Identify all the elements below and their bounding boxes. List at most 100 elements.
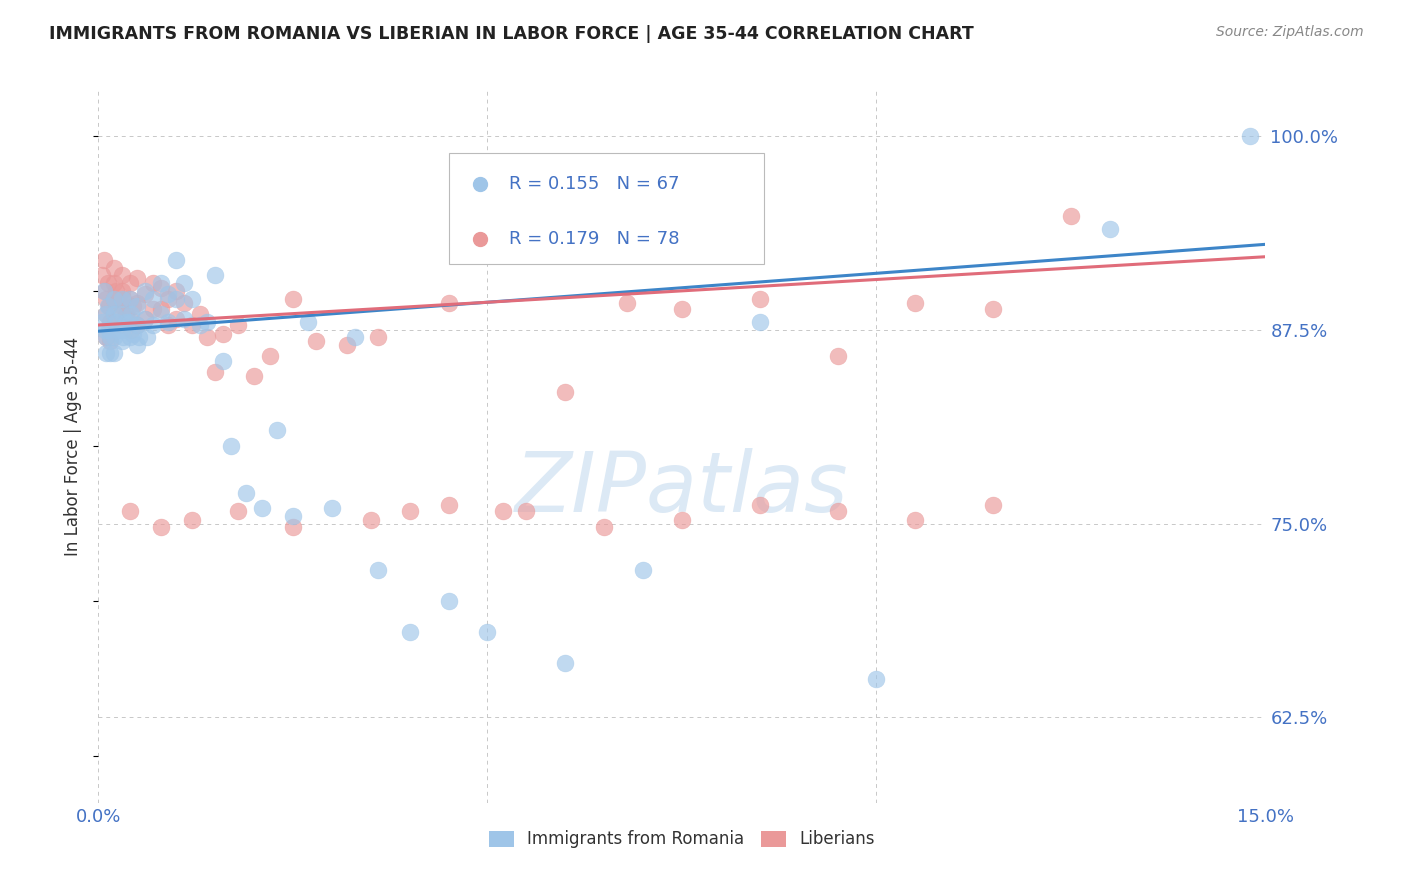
Point [134, 287, 156, 301]
Point [631, 563, 654, 577]
Point [107, 323, 129, 337]
Point [93, 252, 115, 267]
Point [94, 323, 117, 337]
Point [96, 307, 118, 321]
Point [142, 302, 165, 317]
Point [128, 330, 150, 344]
Point [228, 504, 250, 518]
Point [212, 327, 235, 342]
Point [122, 299, 145, 313]
Point [111, 284, 134, 298]
Point [259, 349, 281, 363]
Point [212, 353, 235, 368]
Point [165, 292, 187, 306]
Point [671, 513, 693, 527]
Point [281, 519, 304, 533]
Point [118, 311, 141, 326]
Point [1060, 210, 1083, 224]
Point [104, 315, 127, 329]
Point [180, 292, 202, 306]
Point [142, 276, 165, 290]
Point [111, 334, 134, 348]
Point [91, 268, 114, 283]
Point [492, 504, 515, 518]
Point [554, 656, 576, 670]
Point [94, 284, 117, 298]
Point [250, 501, 273, 516]
Point [149, 281, 172, 295]
Point [103, 292, 125, 306]
Point [188, 318, 211, 332]
Point [104, 284, 127, 298]
Point [149, 302, 172, 317]
Point [103, 260, 125, 275]
Text: Source: ZipAtlas.com: Source: ZipAtlas.com [1216, 25, 1364, 39]
Point [134, 284, 156, 298]
Point [96, 346, 118, 360]
Point [96, 330, 118, 344]
Point [114, 315, 136, 329]
Point [98, 334, 121, 348]
Point [165, 284, 187, 298]
Point [367, 563, 389, 577]
Point [103, 276, 125, 290]
Point [865, 672, 887, 686]
Point [904, 513, 927, 527]
Point [96, 330, 118, 344]
Point [228, 318, 250, 332]
Point [91, 315, 114, 329]
Point [118, 276, 141, 290]
Point [97, 323, 120, 337]
Point [437, 594, 460, 608]
Point [981, 302, 1004, 317]
Point [103, 292, 125, 306]
Point [111, 292, 134, 306]
Point [173, 296, 195, 310]
Point [127, 271, 149, 285]
Point [134, 311, 156, 326]
Point [103, 315, 125, 329]
Point [142, 292, 165, 306]
FancyBboxPatch shape [449, 153, 763, 264]
Point [748, 315, 770, 329]
Point [149, 276, 172, 290]
Point [554, 384, 576, 399]
Point [281, 292, 304, 306]
Point [120, 307, 142, 321]
Point [165, 311, 187, 326]
Text: R = 0.155   N = 67: R = 0.155 N = 67 [509, 175, 679, 193]
Point [180, 513, 202, 527]
Point [120, 323, 142, 337]
Point [243, 369, 266, 384]
Legend: Immigrants from Romania, Liberians: Immigrants from Romania, Liberians [482, 824, 882, 855]
Point [188, 307, 211, 321]
Point [437, 498, 460, 512]
Point [219, 439, 242, 453]
Point [122, 327, 145, 342]
Point [515, 504, 537, 518]
Point [204, 365, 226, 379]
Point [112, 292, 135, 306]
Point [437, 296, 460, 310]
Point [127, 299, 149, 313]
Point [103, 330, 125, 344]
Point [118, 292, 141, 306]
Point [165, 252, 187, 267]
Point [127, 296, 149, 310]
Point [111, 299, 134, 313]
Point [157, 315, 180, 329]
Point [173, 311, 195, 326]
Point [180, 318, 202, 332]
Point [97, 276, 120, 290]
Point [127, 338, 149, 352]
Y-axis label: In Labor Force | Age 35-44: In Labor Force | Age 35-44 [65, 336, 83, 556]
Point [93, 284, 115, 298]
Point [297, 315, 319, 329]
Point [321, 501, 343, 516]
Point [127, 318, 149, 332]
Point [112, 330, 135, 344]
Point [195, 315, 218, 329]
Point [477, 625, 499, 640]
Point [96, 307, 118, 321]
Point [827, 349, 849, 363]
